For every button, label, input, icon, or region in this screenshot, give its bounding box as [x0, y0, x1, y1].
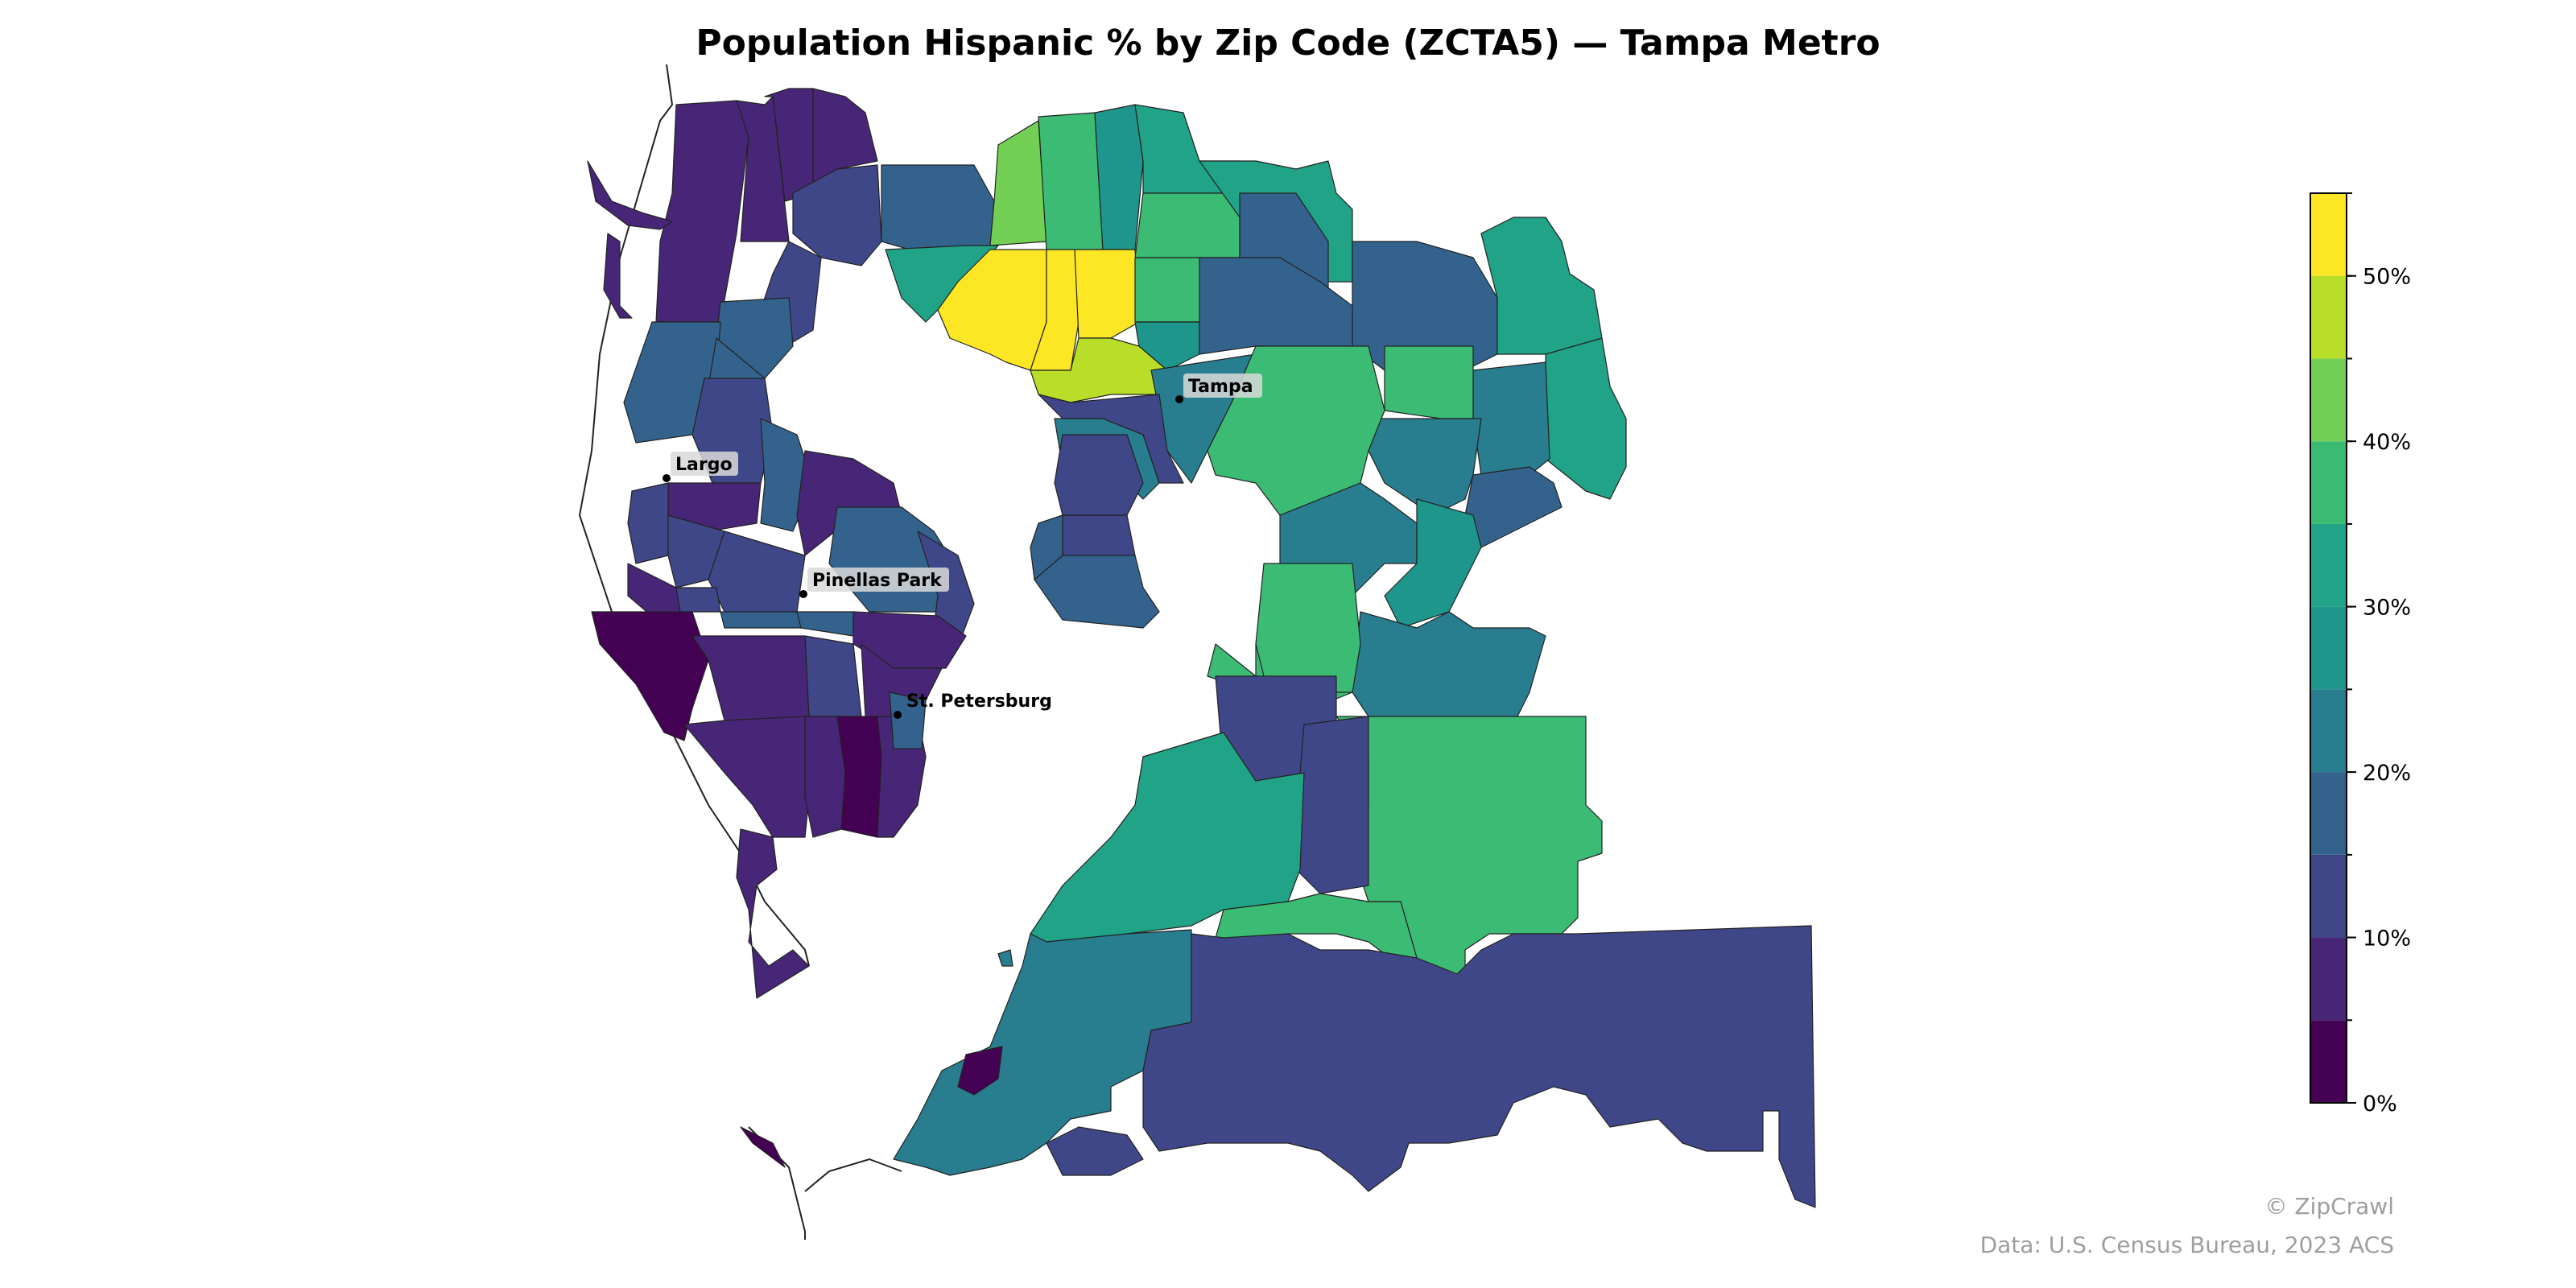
zip-region	[740, 1126, 786, 1168]
city-markers: Tampa Largo Pinellas Park St. Petersburg	[663, 374, 1262, 719]
colorbar-bin	[2310, 275, 2347, 359]
colorbar-tick-label: 10%	[2363, 927, 2411, 952]
colorbar-bin	[2310, 937, 2347, 1021]
colorbar-bin	[2310, 606, 2347, 690]
source-label: Data: U.S. Census Bureau, 2023 ACS	[1979, 1232, 2394, 1258]
colorbar-bin	[2310, 1020, 2347, 1103]
colorbar-bin	[2310, 772, 2347, 855]
pinellas-zips	[587, 88, 975, 1168]
city-label-bg	[671, 452, 738, 476]
colorbar-frame	[2310, 192, 2347, 1104]
zip-region	[1142, 925, 1816, 1208]
zip-region	[957, 1046, 1003, 1096]
zip-region	[1030, 514, 1063, 580]
zip-region	[603, 233, 633, 319]
city-label: St. Petersburg	[906, 691, 1052, 712]
zip-region	[1480, 217, 1603, 355]
zip-region	[1074, 249, 1140, 339]
colorbar-bin	[2310, 689, 2347, 773]
zip-region	[1384, 498, 1482, 629]
city-dot	[663, 474, 671, 482]
coastline-west	[578, 64, 810, 967]
city-dot	[894, 711, 902, 719]
zip-region	[667, 514, 725, 588]
colorbar-bin	[2310, 358, 2347, 442]
colorbar-bin	[2310, 193, 2347, 276]
zip-region	[736, 828, 810, 999]
zip-region	[997, 949, 1013, 967]
map-title: Population Hispanic % by Zip Code (ZCTA5…	[696, 23, 1880, 64]
city-marker-largo: Largo	[663, 452, 738, 482]
zip-region	[1046, 1126, 1144, 1176]
city-marker-st-petersburg: St. Petersburg	[894, 691, 1052, 719]
zip-region	[1352, 611, 1546, 725]
colorbar-bin	[2310, 441, 2347, 524]
zip-region	[1030, 732, 1305, 943]
zip-region	[1094, 104, 1144, 250]
zip-region	[1134, 321, 1200, 371]
city-label-bg	[1183, 374, 1262, 398]
zip-region	[792, 164, 882, 266]
zip-region	[587, 160, 673, 230]
credit-label: © ZipCrawl	[2264, 1193, 2394, 1220]
zip-region	[889, 691, 927, 749]
city-label: Largo	[675, 455, 733, 475]
city-marker-tampa: Tampa	[1175, 374, 1262, 403]
coastline-south	[804, 1158, 902, 1192]
zip-region	[627, 482, 669, 564]
city-dot	[799, 590, 807, 598]
city-label: Pinellas Park	[812, 571, 943, 591]
city-label: Tampa	[1188, 377, 1253, 397]
colorbar-tick-label: 30%	[2363, 596, 2411, 621]
city-label-bg	[807, 568, 949, 592]
zip-region	[1368, 418, 1482, 516]
colorbar-bins	[2310, 193, 2347, 1103]
hillsborough-zips	[881, 104, 1816, 1208]
colorbar-ticks: 0% 10% 20% 30% 40% 50%	[2347, 192, 2411, 1117]
zip-region	[1545, 337, 1627, 500]
colorbar-bin	[2310, 523, 2347, 607]
city-marker-pinellas-park: Pinellas Park	[799, 568, 949, 598]
colorbar-tick-label: 50%	[2363, 265, 2411, 290]
zip-region	[989, 120, 1047, 246]
colorbar-tick-label: 0%	[2363, 1092, 2397, 1117]
colorbar-tick-label: 20%	[2363, 761, 2411, 786]
city-dot	[1175, 395, 1183, 403]
colorbar-bin	[2310, 854, 2347, 938]
zip-region	[683, 716, 810, 838]
zip-region	[1034, 555, 1160, 629]
colorbar-tick-label: 40%	[2363, 430, 2411, 455]
